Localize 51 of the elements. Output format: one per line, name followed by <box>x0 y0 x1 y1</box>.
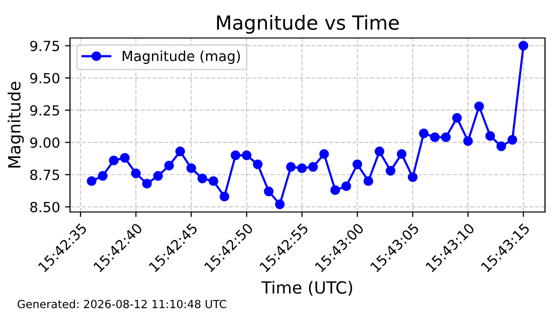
y-axis-title: Magnitude <box>8 82 24 168</box>
point <box>507 134 518 145</box>
point <box>120 153 130 163</box>
point <box>496 141 506 152</box>
y-tick-label: 9.25 <box>30 105 60 116</box>
y-tick-label: 8.50 <box>30 202 60 212</box>
legend-label: Magnitude (mag) <box>122 50 240 64</box>
point <box>142 178 152 189</box>
point <box>430 132 440 142</box>
point <box>452 113 462 123</box>
point <box>153 171 163 181</box>
point <box>474 101 484 112</box>
point <box>274 199 285 210</box>
chart-title: Magnitude vs Time <box>217 14 399 34</box>
point <box>220 192 230 202</box>
point <box>308 162 318 172</box>
point <box>352 159 362 170</box>
point <box>330 185 340 195</box>
point <box>186 163 196 174</box>
point <box>408 172 418 182</box>
point <box>197 174 208 184</box>
point <box>230 150 240 160</box>
point <box>485 131 496 141</box>
point <box>297 163 307 174</box>
point <box>319 149 329 159</box>
y-tick-label: 9.75 <box>30 40 60 52</box>
point <box>108 156 119 166</box>
point <box>252 159 263 170</box>
y-tick-label: 9.50 <box>30 72 60 84</box>
point <box>164 160 174 170</box>
point <box>175 146 186 156</box>
point <box>364 176 374 186</box>
point <box>208 176 218 186</box>
point <box>286 162 296 172</box>
point <box>518 40 528 51</box>
point <box>131 168 141 178</box>
point <box>386 166 396 176</box>
point <box>441 132 451 142</box>
x-axis-title: Time (UTC) <box>261 280 352 296</box>
point <box>242 150 252 160</box>
point <box>374 146 384 156</box>
point <box>341 181 352 192</box>
y-tick-label: 9.00 <box>30 137 60 148</box>
point <box>86 176 96 186</box>
point <box>98 171 108 181</box>
text: Generated: 2026-08-12 11:10:48 UTC <box>18 300 226 308</box>
point <box>418 128 429 138</box>
y-tick-label: 8.75 <box>30 170 60 180</box>
point <box>396 149 406 159</box>
point <box>264 186 274 196</box>
point <box>463 136 473 146</box>
